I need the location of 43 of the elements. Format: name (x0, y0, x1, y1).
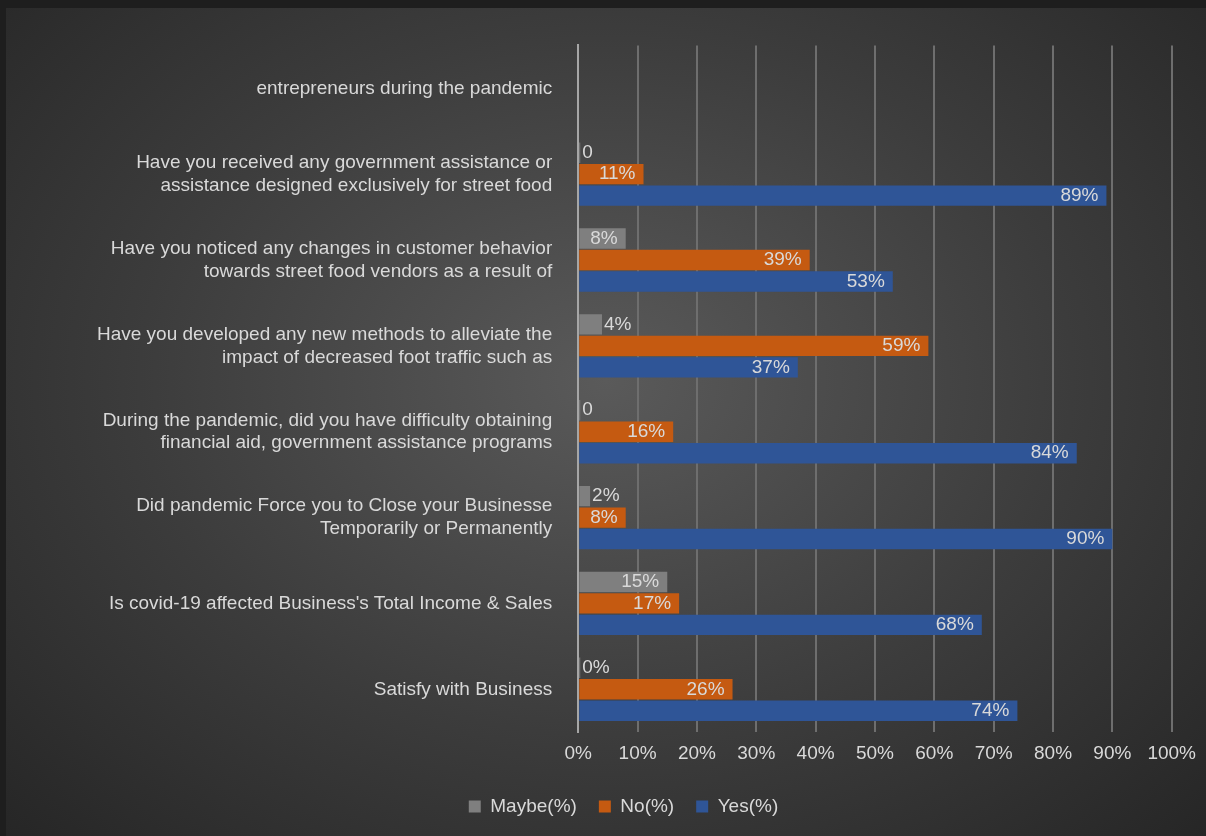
data-label: 0 (582, 140, 593, 162)
x-tick-label: 50% (855, 741, 895, 763)
legend-label: Maybe(%) (490, 794, 577, 816)
x-tick-label: 20% (677, 741, 717, 763)
y-tick-label: Have you developed any new methods to alleviate the impact of decreased foot traffic such as (96, 322, 553, 367)
data-label: 11% (598, 162, 636, 184)
y-tick-label: Did pandemic Force you to Close your Businesse Temporarily or Permanently (136, 494, 553, 539)
x-tick-label: 100% (1147, 741, 1197, 763)
data-label: 89% (1060, 183, 1099, 205)
data-label: 8% (590, 226, 618, 248)
x-tick-label: 40% (796, 741, 835, 763)
y-tick-label: Have you received any government assistance or assistance designed exclusively for street food (136, 151, 553, 195)
y-tick-label: During the pandemic, did you have difficulty obtaining financial aid, government assistance programs (102, 408, 553, 453)
x-tick-label: 80% (1033, 741, 1073, 763)
data-label: 39% (763, 248, 802, 270)
data-label: 68% (935, 613, 974, 635)
data-label: 16% (627, 419, 666, 441)
x-tick-label: 60% (915, 741, 954, 763)
data-label: 8% (590, 505, 618, 527)
data-label: 53% (846, 269, 885, 291)
data-label: 26% (686, 677, 725, 699)
data-label: 0 (582, 398, 593, 420)
data-label: 15% (621, 570, 660, 592)
y-tick-label: Is covid-19 affected Business's Total Income & Sales (108, 591, 553, 613)
legend-label: Yes(%) (717, 794, 779, 816)
x-tick-label: 10% (618, 741, 657, 763)
data-label: 84% (1030, 441, 1069, 463)
x-tick-label: 70% (974, 741, 1013, 763)
data-label: 90% (1066, 527, 1105, 549)
x-tick-label: 90% (1093, 741, 1132, 763)
y-tick-label: entrepreneurs during the pandemic (256, 76, 553, 98)
data-label: 4% (603, 312, 632, 334)
data-label: 2% (592, 484, 620, 506)
legend-label: No(%) (620, 794, 675, 816)
data-label: 74% (971, 698, 1010, 720)
y-tick-label: Satisfy with Business (373, 677, 553, 699)
data-label: 17% (633, 591, 672, 613)
data-label: 59% (882, 334, 921, 356)
data-label: 37% (751, 355, 790, 377)
x-tick-label: 30% (737, 741, 776, 763)
data-label: 0% (582, 656, 610, 678)
x-tick-label: 0% (564, 741, 593, 763)
y-tick-label: Have you noticed any changes in customer behavior towards street food vendors as a result of (110, 236, 553, 281)
